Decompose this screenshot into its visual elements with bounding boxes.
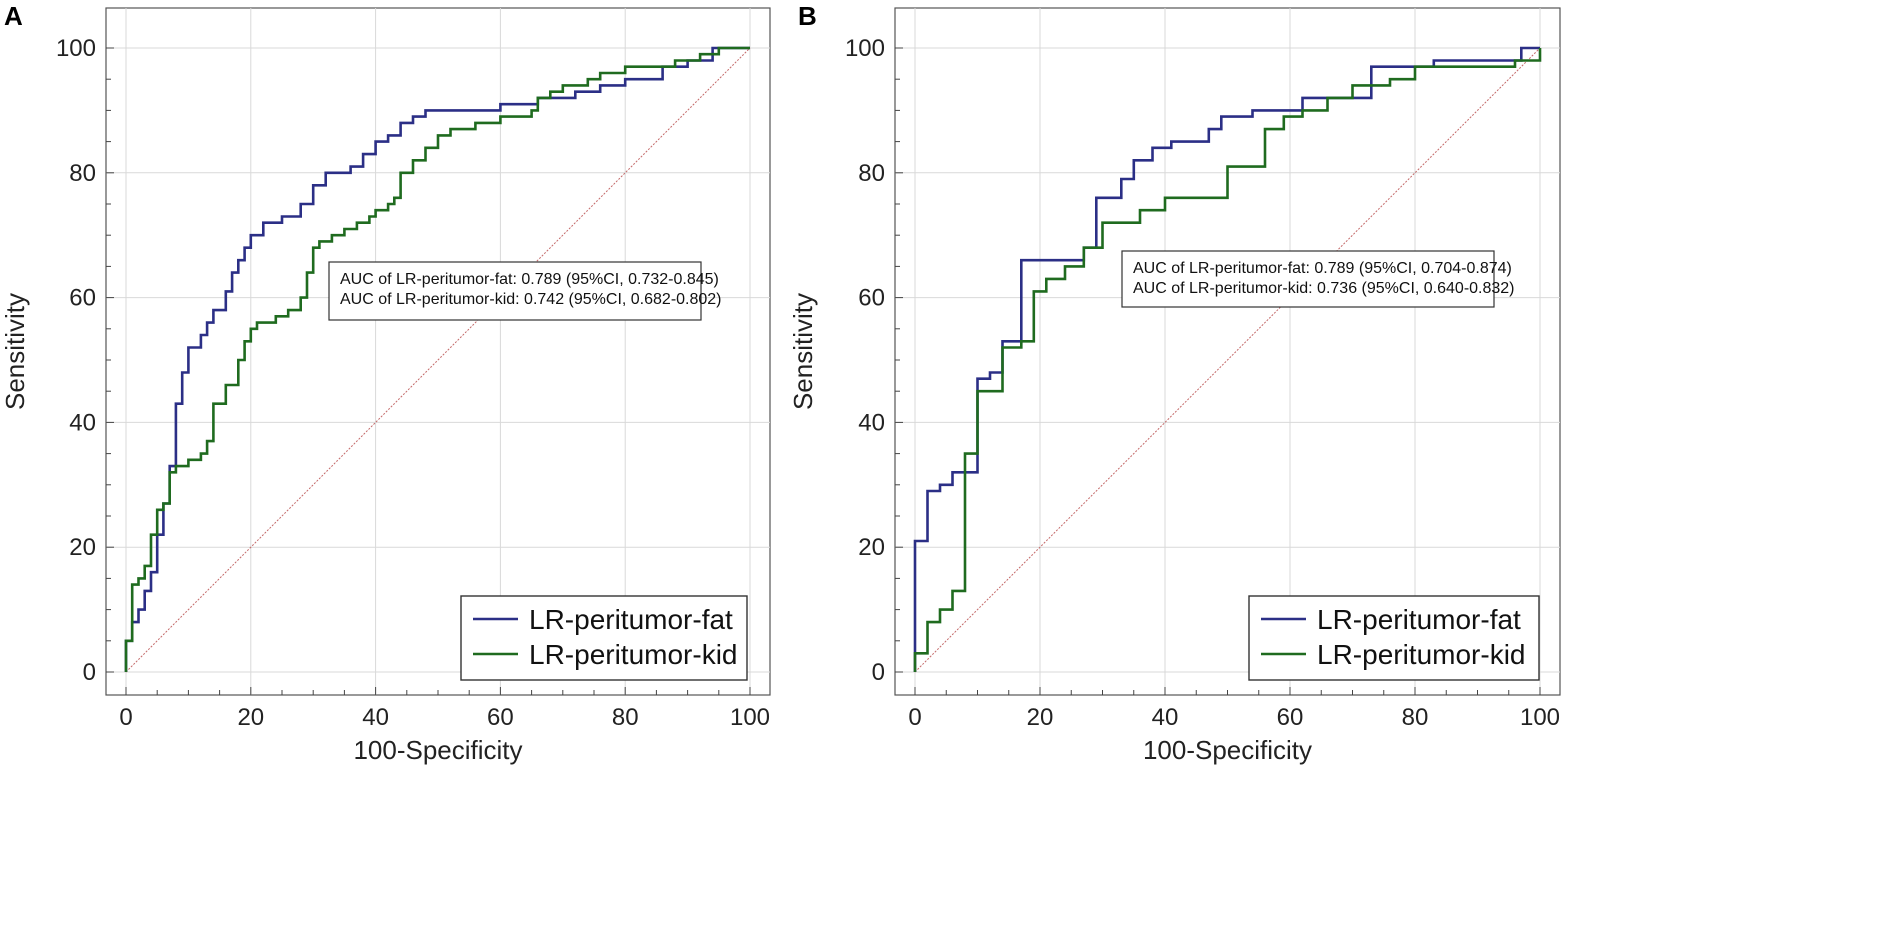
- y-tick-label: 20: [858, 534, 885, 561]
- auc-line: AUC of LR-peritumor-kid: 0.736 (95%CI, 0…: [1133, 280, 1515, 297]
- legend: LR-peritumor-fat LR-peritumor-kid: [1248, 595, 1540, 681]
- x-tick-label: 0: [908, 704, 921, 731]
- y-tick-label: 40: [69, 409, 96, 436]
- y-tick-label: 0: [83, 659, 96, 686]
- panel-letter: B: [798, 1, 817, 31]
- plot-frame: [894, 7, 1561, 696]
- plot-frame: [105, 7, 771, 696]
- legend-box: [460, 595, 748, 681]
- y-tick-label: 60: [69, 285, 96, 312]
- auc-line: AUC of LR-peritumor-kid: 0.742 (95%CI, 0…: [340, 291, 722, 308]
- roc-curve-kid: [124, 46, 750, 672]
- panel-letter: A: [4, 1, 23, 31]
- x-tick-label: 60: [487, 704, 514, 731]
- x-tick-label: 60: [1277, 704, 1304, 731]
- panel-a: A 0 20 40 60 80 100 0 20 40 60 80 100 100-Specificity…: [0, 1, 771, 765]
- x-tick-label: 0: [119, 704, 132, 731]
- legend-label: LR-peritumor-kid: [529, 639, 738, 670]
- x-tick-label: 20: [1027, 704, 1054, 731]
- legend-label: LR-peritumor-fat: [1317, 604, 1521, 635]
- x-tick-label: 80: [612, 704, 639, 731]
- auc-annotation: AUC of LR-peritumor-fat: 0.789 (95%CI, 0…: [1121, 250, 1515, 308]
- y-axis-title: Sensitivity: [788, 293, 818, 410]
- legend: LR-peritumor-fat LR-peritumor-kid: [460, 595, 748, 681]
- x-tick-label: 40: [362, 704, 389, 731]
- y-tick-label: 80: [69, 160, 96, 187]
- roc-curve-kid: [913, 48, 1542, 672]
- x-tick-label: 40: [1152, 704, 1179, 731]
- auc-annotation: AUC of LR-peritumor-fat: 0.789 (95%CI, 0…: [328, 261, 722, 321]
- reference-diagonal: [914, 47, 1541, 673]
- x-tick-label: 100: [730, 704, 770, 731]
- auc-box: [328, 261, 702, 321]
- y-tick-label: 20: [69, 534, 96, 561]
- legend-label: LR-peritumor-fat: [529, 604, 733, 635]
- roc-curve-fat: [913, 46, 1540, 672]
- y-tick-label: 100: [56, 35, 96, 62]
- y-axis-title: Sensitivity: [0, 293, 30, 410]
- x-axis-title: 100-Specificity: [1143, 735, 1312, 765]
- auc-line: AUC of LR-peritumor-fat: 0.789 (95%CI, 0…: [1133, 260, 1512, 277]
- legend-box: [1248, 595, 1540, 681]
- x-tick-label: 100: [1520, 704, 1560, 731]
- y-tick-label: 60: [858, 285, 885, 312]
- y-tick-label: 80: [858, 160, 885, 187]
- x-axis-title: 100-Specificity: [353, 735, 522, 765]
- reference-diagonal: [125, 47, 751, 673]
- auc-box: [1121, 250, 1495, 308]
- auc-line: AUC of LR-peritumor-fat: 0.789 (95%CI, 0…: [340, 271, 719, 288]
- legend-label: LR-peritumor-kid: [1317, 639, 1526, 670]
- y-tick-label: 0: [872, 659, 885, 686]
- x-tick-label: 20: [237, 704, 264, 731]
- panel-b: B 0 20 40 60 80 100 0 20 40 60 80 100 100-Specificity…: [788, 1, 1561, 765]
- y-tick-label: 40: [858, 409, 885, 436]
- x-tick-label: 80: [1402, 704, 1429, 731]
- y-tick-label: 100: [845, 35, 885, 62]
